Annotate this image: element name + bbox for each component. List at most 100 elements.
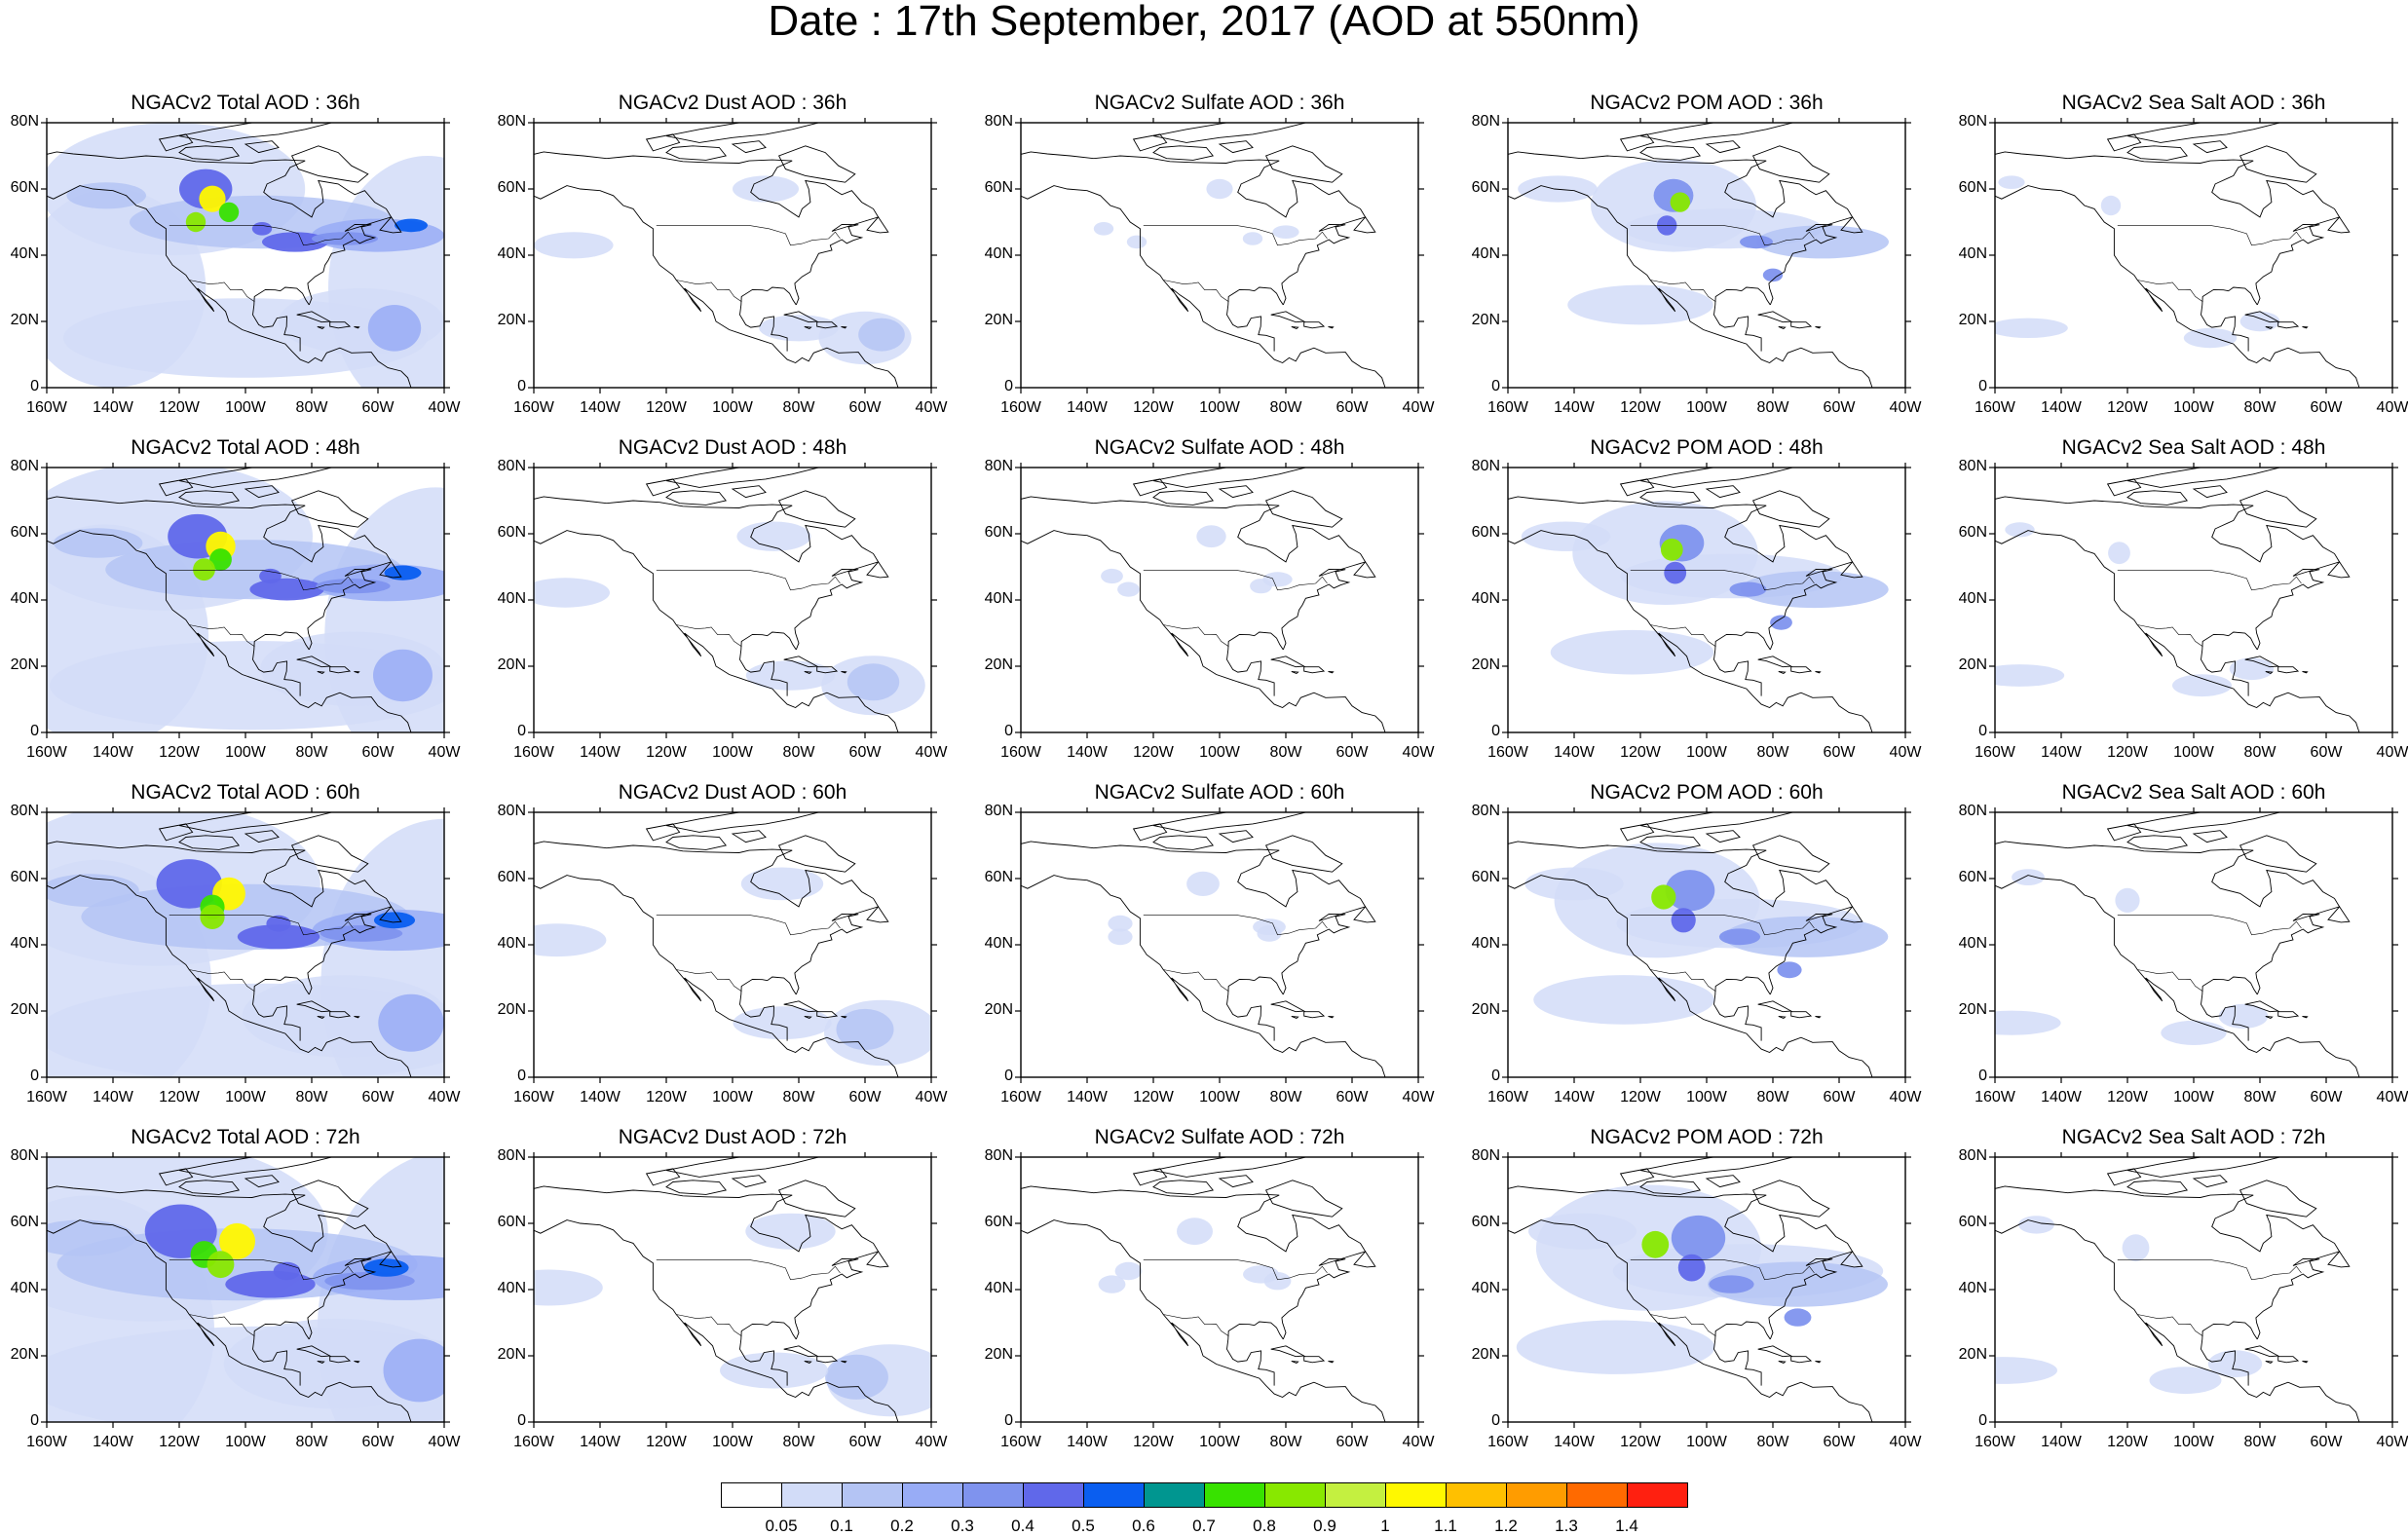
lon-tick-label: 120W xyxy=(1133,744,1174,761)
aod-plume xyxy=(740,867,824,901)
aod-plume xyxy=(1729,581,1767,597)
aod-plume xyxy=(1641,1230,1670,1258)
panel-title: NGACv2 Sulfate AOD : 48h xyxy=(1094,436,1345,459)
lat-tick-label: 40N xyxy=(497,590,526,607)
lat-tick-label: 40N xyxy=(10,245,39,262)
lon-tick-label: 120W xyxy=(1133,1089,1174,1105)
panel-title: NGACv2 POM AOD : 72h xyxy=(1590,1126,1824,1148)
lon-tick-label: 100W xyxy=(225,399,266,416)
aod-map-dust-0 xyxy=(528,118,937,393)
lat-tick-label: 80N xyxy=(1958,1147,1987,1164)
lat-tick-label: 20N xyxy=(1958,656,1987,673)
lat-tick-label: 40N xyxy=(984,935,1013,952)
aod-plume xyxy=(251,222,273,236)
lon-tick-label: 120W xyxy=(159,1089,200,1105)
lon-tick-label: 120W xyxy=(2107,1434,2148,1450)
aod-plume xyxy=(383,1338,444,1403)
aod-plume xyxy=(207,1251,235,1279)
lat-tick-label: 40N xyxy=(1471,1280,1500,1296)
aod-plume xyxy=(1126,235,1148,249)
aod-map-seasalt-1 xyxy=(1989,463,2398,738)
lon-tick-label: 60W xyxy=(1823,399,1856,416)
lon-tick-label: 100W xyxy=(1199,1089,1240,1105)
lon-tick-label: 60W xyxy=(1336,1434,1369,1450)
coastline xyxy=(47,123,413,388)
colorbar-swatch xyxy=(721,1482,782,1508)
lat-tick-label: 0 xyxy=(1004,1412,1013,1429)
lon-tick-label: 160W xyxy=(1975,1089,2015,1105)
lon-tick-label: 140W xyxy=(2041,1089,2082,1105)
lon-tick-label: 40W xyxy=(915,1089,948,1105)
aod-plume xyxy=(858,318,905,352)
aod-plume xyxy=(2218,1003,2269,1029)
aod-plume xyxy=(759,315,839,342)
lon-tick-label: 40W xyxy=(1889,399,1922,416)
lon-tick-label: 60W xyxy=(1336,399,1369,416)
panel-title: NGACv2 POM AOD : 60h xyxy=(1590,781,1824,804)
lat-tick-label: 0 xyxy=(1491,1412,1500,1429)
lat-tick-label: 80N xyxy=(1471,458,1500,474)
lon-tick-label: 160W xyxy=(26,1434,67,1450)
aod-plume xyxy=(1670,192,1690,212)
lon-tick-label: 160W xyxy=(1487,1089,1528,1105)
colorbar-swatch xyxy=(1446,1482,1507,1508)
lon-tick-label: 160W xyxy=(513,1089,554,1105)
lat-tick-label: 80N xyxy=(10,803,39,819)
lat-tick-label: 0 xyxy=(517,723,526,739)
panel-title: NGACv2 Sulfate AOD : 72h xyxy=(1094,1126,1345,1148)
lon-tick-label: 80W xyxy=(1756,744,1789,761)
lon-tick-label: 40W xyxy=(2376,1089,2408,1105)
aod-plume xyxy=(1177,1218,1213,1246)
aod-plume xyxy=(736,521,811,551)
panel-title: NGACv2 Dust AOD : 72h xyxy=(618,1126,847,1148)
colorbar-swatch xyxy=(1144,1482,1205,1508)
lon-tick-label: 60W xyxy=(1823,1434,1856,1450)
aod-map-sulfate-0 xyxy=(1015,118,1424,393)
aod-plume xyxy=(1723,916,1889,957)
aod-plume xyxy=(373,912,416,929)
lat-tick-label: 80N xyxy=(1471,1147,1500,1164)
panel-title: NGACv2 Total AOD : 36h xyxy=(131,92,360,114)
lon-tick-label: 60W xyxy=(2310,744,2343,761)
lat-tick-label: 20N xyxy=(1958,1001,1987,1018)
aod-map-pom-3 xyxy=(1502,1152,1911,1428)
aod-plume xyxy=(199,185,226,212)
coastline xyxy=(534,468,900,732)
lon-tick-label: 40W xyxy=(1402,1434,1435,1450)
aod-map-seasalt-2 xyxy=(1989,807,2398,1083)
lon-tick-label: 60W xyxy=(1823,1089,1856,1105)
aod-plume xyxy=(1756,225,1889,259)
lat-tick-label: 40N xyxy=(10,1280,39,1296)
lat-tick-label: 20N xyxy=(1471,312,1500,328)
aod-plume xyxy=(47,1219,136,1256)
aod-plume xyxy=(1516,1320,1715,1374)
aod-map-total-3 xyxy=(41,1152,450,1428)
panel-title: NGACv2 Total AOD : 72h xyxy=(131,1126,360,1148)
colorbar-label: 0.2 xyxy=(890,1517,914,1535)
lon-tick-label: 40W xyxy=(428,399,461,416)
lat-tick-label: 20N xyxy=(10,312,39,328)
lat-tick-label: 60N xyxy=(1958,524,1987,541)
lon-tick-label: 140W xyxy=(1067,1089,1108,1105)
lon-tick-label: 80W xyxy=(1269,1434,1302,1450)
aod-colorbar xyxy=(721,1482,1688,1508)
coastline xyxy=(1021,812,1387,1077)
aod-plume xyxy=(363,1258,409,1277)
lon-tick-label: 80W xyxy=(2243,744,2276,761)
lon-tick-label: 60W xyxy=(848,1089,882,1105)
aod-plume xyxy=(193,558,215,581)
aod-plume xyxy=(2012,869,2045,885)
colorbar-swatch xyxy=(1325,1482,1386,1508)
aod-plume xyxy=(2122,1234,2150,1262)
lon-tick-label: 100W xyxy=(712,744,753,761)
aod-plume xyxy=(2100,195,2122,216)
lon-tick-label: 100W xyxy=(2173,744,2214,761)
coastline xyxy=(1508,812,1874,1077)
lon-tick-label: 140W xyxy=(93,1089,133,1105)
lat-tick-label: 0 xyxy=(1004,1068,1013,1084)
lon-tick-label: 120W xyxy=(1620,1089,1661,1105)
panel-title: NGACv2 Dust AOD : 48h xyxy=(618,436,847,459)
aod-plume xyxy=(1660,538,1683,561)
lon-tick-label: 160W xyxy=(1000,399,1041,416)
lon-tick-label: 120W xyxy=(2107,744,2148,761)
